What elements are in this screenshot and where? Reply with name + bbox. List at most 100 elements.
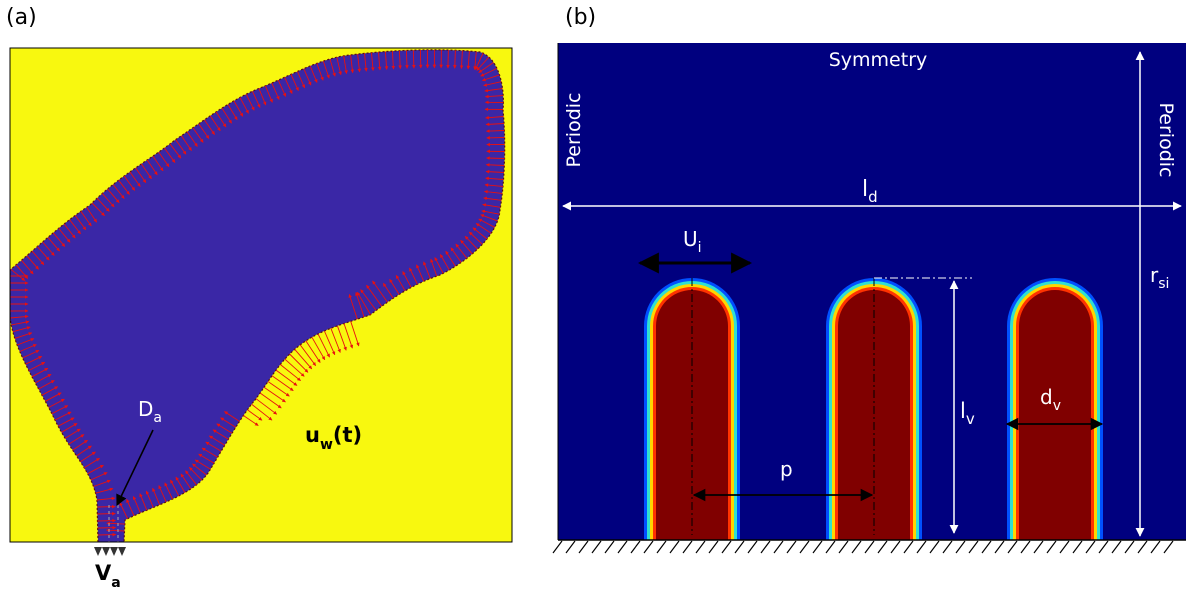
velocity-vector bbox=[484, 94, 504, 99]
hatch-stroke bbox=[734, 540, 745, 554]
velocity-vector bbox=[474, 53, 484, 70]
wall-velocity-vectors bbox=[10, 49, 505, 537]
domain-outline bbox=[10, 49, 506, 542]
symmetry-label: Symmetry bbox=[829, 49, 928, 71]
velocity-vector bbox=[192, 127, 204, 143]
hatch-stroke bbox=[1072, 540, 1083, 554]
velocity-vector bbox=[464, 235, 478, 250]
velocity-vector bbox=[384, 51, 389, 70]
velocity-vector bbox=[201, 447, 218, 458]
velocity-vector bbox=[336, 325, 347, 351]
velocity-vector bbox=[412, 50, 416, 69]
interface-velocity-label: Ui bbox=[683, 227, 702, 256]
velocity-vector bbox=[204, 119, 215, 135]
velocity-vector bbox=[486, 156, 505, 160]
velocity-vector bbox=[101, 193, 115, 208]
velocity-vector bbox=[74, 215, 87, 231]
velocity-vector bbox=[482, 74, 500, 82]
velocity-vector bbox=[371, 52, 375, 71]
hatch-stroke bbox=[1150, 540, 1161, 554]
velocity-vector bbox=[61, 423, 78, 433]
velocity-vector bbox=[192, 463, 207, 476]
velocity-vector bbox=[212, 429, 229, 440]
aperture-label: Da bbox=[138, 397, 162, 426]
velocity-vector bbox=[47, 237, 60, 252]
velocity-vector bbox=[303, 68, 312, 86]
velocity-vector bbox=[54, 411, 72, 421]
velocity-vector bbox=[41, 386, 59, 396]
velocity-vector bbox=[472, 227, 488, 240]
velocity-vector bbox=[284, 77, 293, 94]
velocity-vector bbox=[91, 202, 105, 217]
velocity-vector bbox=[205, 441, 222, 452]
velocity-vector bbox=[277, 79, 287, 97]
velocity-vector bbox=[423, 261, 431, 279]
velocity-vector bbox=[21, 260, 34, 275]
velocity-vector bbox=[316, 63, 324, 81]
hatch-stroke bbox=[903, 540, 914, 554]
hatch-stroke bbox=[851, 540, 862, 554]
velocity-vector bbox=[215, 111, 227, 128]
aperture-annotation: Da bbox=[116, 397, 162, 507]
velocity-vector bbox=[329, 58, 336, 77]
velocity-vector bbox=[459, 50, 464, 69]
velocity-vector bbox=[343, 323, 354, 349]
velocity-vector bbox=[106, 521, 125, 526]
velocity-vector bbox=[485, 163, 505, 167]
velocity-vector bbox=[80, 211, 92, 227]
velocity-vector bbox=[245, 93, 255, 111]
velocity-vector bbox=[382, 283, 394, 299]
hatch-stroke bbox=[669, 540, 680, 554]
velocity-vector bbox=[170, 479, 180, 497]
periodic-right-label: Periodic bbox=[1155, 103, 1177, 178]
velocity-vector bbox=[289, 353, 309, 373]
velocity-vector bbox=[243, 415, 259, 426]
velocity-vector bbox=[455, 243, 468, 259]
hatch-stroke bbox=[890, 540, 901, 554]
rod-length-label: lv bbox=[960, 399, 975, 428]
velocity-vector bbox=[480, 67, 498, 77]
hatch-stroke bbox=[708, 540, 719, 554]
velocity-vector bbox=[152, 487, 161, 505]
velocity-vector bbox=[239, 97, 249, 114]
velocity-vector bbox=[198, 123, 210, 139]
velocity-vector bbox=[58, 228, 71, 243]
domain-height-label: rsi bbox=[1150, 263, 1169, 292]
hatch-stroke bbox=[1007, 540, 1018, 554]
velocity-vector bbox=[317, 333, 331, 358]
hatch-stroke bbox=[643, 540, 654, 554]
velocity-vector bbox=[348, 294, 358, 320]
velocity-vector bbox=[475, 223, 492, 234]
velocity-vector bbox=[484, 88, 503, 93]
velocity-vector bbox=[330, 328, 341, 353]
hatch-stroke bbox=[968, 540, 979, 554]
velocity-vector bbox=[264, 85, 273, 103]
substrate-hatching bbox=[552, 540, 1174, 554]
velocity-vector bbox=[323, 330, 336, 356]
velocity-vector bbox=[485, 176, 504, 181]
velocity-vector bbox=[57, 417, 75, 427]
velocity-vector bbox=[430, 258, 438, 277]
velocity-vector bbox=[145, 490, 154, 508]
velocity-vector bbox=[45, 392, 62, 402]
velocity-vector bbox=[36, 246, 50, 261]
hatch-stroke bbox=[1085, 540, 1096, 554]
velocity-vector bbox=[38, 380, 55, 390]
velocity-vector bbox=[87, 464, 104, 475]
velocity-vector bbox=[123, 175, 136, 191]
velocity-vector bbox=[476, 56, 490, 71]
hatch-stroke bbox=[1059, 540, 1070, 554]
velocity-vector bbox=[446, 50, 450, 69]
periodic-left-label: Periodic bbox=[563, 93, 585, 168]
velocity-vector bbox=[468, 231, 483, 245]
velocity-vector bbox=[186, 131, 198, 147]
velocity-vector bbox=[95, 487, 114, 494]
velocity-vector bbox=[402, 271, 412, 288]
velocity-vector bbox=[72, 439, 88, 451]
velocity-vector bbox=[76, 445, 92, 457]
velocity-vector bbox=[485, 122, 505, 127]
hatch-stroke bbox=[955, 540, 966, 554]
velocity-vector bbox=[409, 267, 418, 285]
solid-domain bbox=[10, 49, 505, 542]
velocity-vector bbox=[48, 398, 65, 408]
